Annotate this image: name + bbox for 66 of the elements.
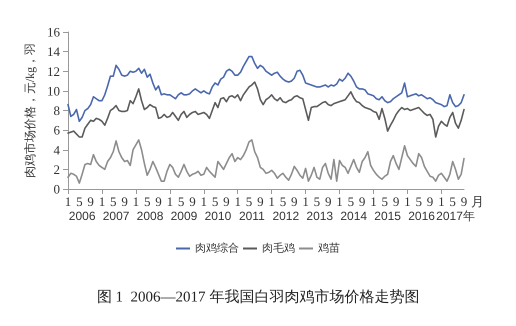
x-tick-label: 9 bbox=[358, 194, 366, 209]
text: 2013 bbox=[306, 209, 334, 223]
x-tick-label: 9 bbox=[460, 194, 468, 209]
text: 2009 bbox=[170, 209, 198, 223]
x-tick-label: 9 bbox=[426, 194, 434, 209]
text: 2014 bbox=[340, 209, 368, 223]
x-axis-title: 月 bbox=[471, 194, 484, 209]
x-tick-label: 1 bbox=[200, 194, 208, 209]
x-tick-label: 1 bbox=[132, 194, 140, 209]
x-tick-label: 9 bbox=[87, 194, 94, 209]
x-tick-label: 1 bbox=[64, 194, 72, 209]
y-tick-label: 16 bbox=[47, 24, 60, 40]
x-tick-label: 9 bbox=[392, 194, 400, 209]
y-tick-label: 14 bbox=[47, 44, 60, 60]
x-tick-label: 1 bbox=[370, 194, 377, 209]
y-tick-label: 12 bbox=[47, 64, 60, 79]
text: 2017年 bbox=[436, 209, 475, 223]
x-tick-label: 1 bbox=[336, 194, 343, 209]
x-tick-label: 1 bbox=[234, 194, 241, 209]
text: 2011 bbox=[238, 209, 266, 223]
x-tick-label: 5 bbox=[382, 194, 388, 209]
y-tick-label: 2 bbox=[54, 162, 60, 177]
y-tick-label: 8 bbox=[54, 103, 60, 118]
text: 2006 bbox=[68, 209, 96, 223]
text: 2012 bbox=[272, 209, 300, 223]
x-tick-label: 1 bbox=[404, 194, 411, 209]
x-tick-label: 5 bbox=[348, 194, 354, 209]
x-tick-label: 5 bbox=[212, 194, 218, 209]
legend-label: 肉毛鸡 bbox=[262, 242, 295, 254]
x-tick-label: 1 bbox=[166, 194, 174, 209]
text: 2008 bbox=[136, 209, 164, 223]
x-tick-label: 1 bbox=[302, 194, 309, 209]
x-tick-label: 9 bbox=[324, 194, 332, 209]
x-tick-label: 5 bbox=[314, 194, 320, 209]
legend-label: 鸡苗 bbox=[317, 242, 340, 254]
y-axis-title: 肉鸡市场价格，元/kg，羽 bbox=[23, 42, 38, 178]
y-tick-label: 10 bbox=[47, 83, 60, 98]
y-tick-label: 6 bbox=[54, 122, 60, 138]
line-series bbox=[67, 56, 465, 122]
line-series bbox=[67, 139, 465, 184]
x-tick-label: 5 bbox=[449, 194, 456, 209]
x-tick-label: 5 bbox=[144, 194, 150, 209]
text: 2016 bbox=[408, 209, 436, 223]
x-tick-label: 5 bbox=[76, 194, 83, 209]
x-tick-label: 5 bbox=[246, 194, 252, 209]
x-tick-label: 9 bbox=[257, 194, 264, 209]
x-tick-label: 1 bbox=[438, 194, 445, 209]
text: 2007 bbox=[102, 209, 130, 223]
x-tick-label: 1 bbox=[268, 194, 275, 209]
x-tick-label: 5 bbox=[280, 194, 286, 209]
line-series bbox=[67, 81, 465, 138]
y-tick-label: 4 bbox=[54, 142, 60, 158]
x-tick-label: 9 bbox=[291, 194, 298, 209]
legend-label: 肉鸡综合 bbox=[195, 242, 239, 254]
text: 图 1 2006—2017 年我国白羽肉鸡市场价格走势图 bbox=[96, 288, 420, 306]
x-tick-label: 9 bbox=[155, 194, 162, 209]
text: 2010 bbox=[204, 209, 232, 223]
x-tick-label: 5 bbox=[178, 194, 184, 209]
x-tick-label: 5 bbox=[415, 194, 422, 209]
x-tick-label: 5 bbox=[110, 194, 117, 209]
x-tick-label: 9 bbox=[189, 194, 196, 209]
x-tick-label: 9 bbox=[223, 194, 230, 209]
text: 2015 bbox=[374, 209, 402, 223]
y-tick-label: 0 bbox=[54, 182, 60, 196]
x-tick-label: 1 bbox=[98, 194, 106, 209]
x-tick-label: 9 bbox=[121, 194, 128, 209]
